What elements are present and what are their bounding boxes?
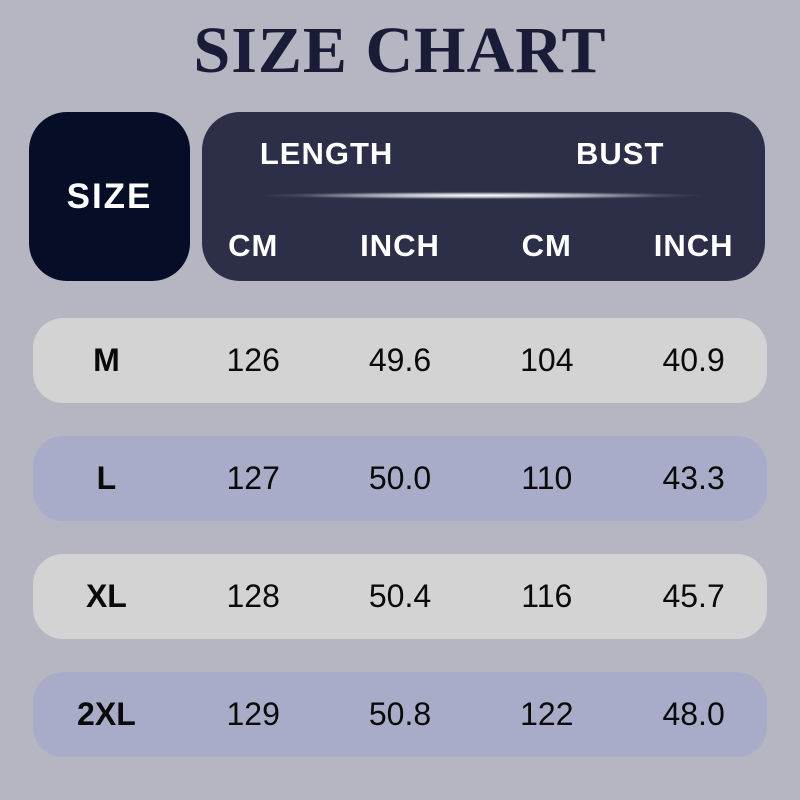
row-length-cm-value: 127 xyxy=(226,460,280,496)
row-bust-cm-value: 116 xyxy=(521,578,573,614)
row-length-cm-value: 129 xyxy=(226,696,280,732)
row-bust-inch-value: 45.7 xyxy=(662,578,725,614)
measurement-header-box xyxy=(202,112,765,281)
header-divider-line xyxy=(228,191,735,200)
row-length-inch-value: 50.0 xyxy=(368,460,432,496)
row-length-inch-value: 50.8 xyxy=(368,696,432,732)
row-bust-inch-value: 40.9 xyxy=(662,342,725,378)
length-cm-column-header: CM xyxy=(228,227,279,263)
row-bust-inch-value: 48.0 xyxy=(662,696,725,732)
header-grid: LENGTH BUST CM INCH CM INCH xyxy=(33,112,767,281)
row-size-label: M xyxy=(93,342,120,378)
table-row-xl: XL 128 50.4 116 45.7 xyxy=(33,554,767,639)
row-size-label: 2XL xyxy=(77,696,136,732)
row-bust-inch-value: 43.3 xyxy=(662,460,725,496)
length-group-label: LENGTH xyxy=(259,136,394,171)
row-length-cm-value: 126 xyxy=(226,342,280,378)
row-length-inch-value: 49.6 xyxy=(368,342,432,378)
length-inch-column-header: INCH xyxy=(360,227,440,263)
row-bust-cm-value: 110 xyxy=(521,460,573,496)
bust-group-label: BUST xyxy=(576,136,665,171)
table-row-l: L 127 50.0 110 43.3 xyxy=(33,436,767,521)
size-header-box: SIZE xyxy=(29,112,190,281)
row-length-cm-value: 128 xyxy=(226,578,280,614)
size-header-label: SIZE xyxy=(66,176,153,216)
row-size-label: XL xyxy=(85,578,127,614)
table-row-2xl: 2XL 129 50.8 122 48.0 xyxy=(33,672,767,757)
row-size-label: L xyxy=(96,460,117,496)
bust-inch-column-header: INCH xyxy=(653,227,734,263)
row-length-inch-value: 50.4 xyxy=(368,578,432,614)
table-row-m: M 126 49.6 104 40.9 xyxy=(33,318,767,403)
page-title: SIZE CHART xyxy=(193,14,607,87)
row-bust-cm-value: 122 xyxy=(520,696,574,732)
bust-cm-column-header: CM xyxy=(521,227,572,263)
row-bust-cm-value: 104 xyxy=(520,342,574,378)
